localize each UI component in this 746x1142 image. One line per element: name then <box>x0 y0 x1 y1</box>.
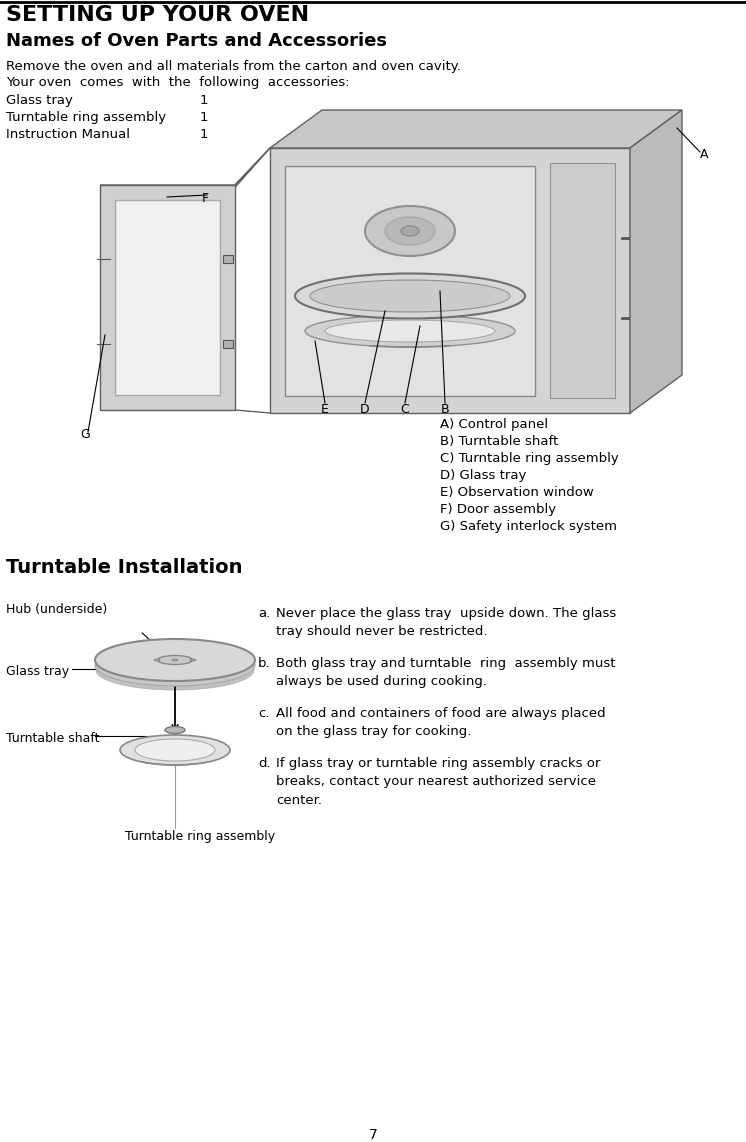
Ellipse shape <box>157 656 192 665</box>
Text: C) Turntable ring assembly: C) Turntable ring assembly <box>440 452 618 465</box>
Text: F) Door assembly: F) Door assembly <box>440 502 556 516</box>
Text: Never place the glass tray  upside down. The glass
tray should never be restrict: Never place the glass tray upside down. … <box>276 608 616 638</box>
Ellipse shape <box>154 659 160 661</box>
Bar <box>115 200 220 395</box>
Ellipse shape <box>365 206 455 256</box>
Text: b.: b. <box>258 657 271 670</box>
Ellipse shape <box>190 659 196 661</box>
Polygon shape <box>270 110 682 148</box>
Text: If glass tray or turntable ring assembly cracks or
breaks, contact your nearest : If glass tray or turntable ring assembly… <box>276 757 601 807</box>
Ellipse shape <box>295 273 525 319</box>
Ellipse shape <box>310 280 510 312</box>
Text: Names of Oven Parts and Accessories: Names of Oven Parts and Accessories <box>6 32 387 50</box>
Ellipse shape <box>135 739 215 761</box>
Text: Instruction Manual: Instruction Manual <box>6 128 130 140</box>
Bar <box>550 163 615 399</box>
Bar <box>100 185 235 410</box>
Text: G) Safety interlock system: G) Safety interlock system <box>440 520 617 533</box>
Polygon shape <box>630 110 682 413</box>
Text: A: A <box>700 148 709 161</box>
Ellipse shape <box>305 315 515 347</box>
Text: D: D <box>360 403 370 416</box>
Ellipse shape <box>385 217 435 246</box>
Text: B: B <box>441 403 449 416</box>
Ellipse shape <box>95 644 255 686</box>
Text: 7: 7 <box>369 1128 377 1142</box>
Bar <box>270 148 630 413</box>
Bar <box>285 166 535 396</box>
Text: Turntable ring assembly: Turntable ring assembly <box>6 111 166 124</box>
Text: Turntable Installation: Turntable Installation <box>6 558 242 577</box>
Text: Turntable ring assembly: Turntable ring assembly <box>125 830 275 843</box>
Text: 1: 1 <box>200 128 208 140</box>
Text: G: G <box>80 428 90 441</box>
Text: Glass tray: Glass tray <box>6 665 69 678</box>
Ellipse shape <box>172 659 178 661</box>
Text: D) Glass tray: D) Glass tray <box>440 469 527 482</box>
Text: Turntable shaft: Turntable shaft <box>6 732 99 745</box>
Text: a.: a. <box>258 608 270 620</box>
Text: C: C <box>401 403 410 416</box>
Text: Glass tray: Glass tray <box>6 94 73 107</box>
Text: Hub (underside): Hub (underside) <box>6 603 107 616</box>
Text: Both glass tray and turntable  ring  assembly must
always be used during cooking: Both glass tray and turntable ring assem… <box>276 657 615 689</box>
Ellipse shape <box>401 226 419 236</box>
Text: c.: c. <box>258 707 269 719</box>
Text: 1: 1 <box>200 94 208 107</box>
Ellipse shape <box>325 320 495 341</box>
Text: A) Control panel: A) Control panel <box>440 418 548 431</box>
Ellipse shape <box>165 726 185 733</box>
Text: 1: 1 <box>200 111 208 124</box>
Text: E: E <box>321 403 329 416</box>
Text: F: F <box>202 192 209 206</box>
Ellipse shape <box>95 640 255 681</box>
Text: All food and containers of food are always placed
on the glass tray for cooking.: All food and containers of food are alwa… <box>276 707 606 739</box>
Bar <box>223 340 233 348</box>
Text: Your oven  comes  with  the  following  accessories:: Your oven comes with the following acces… <box>6 77 350 89</box>
Ellipse shape <box>120 735 230 765</box>
Bar <box>223 255 233 263</box>
Ellipse shape <box>96 650 254 690</box>
Text: E) Observation window: E) Observation window <box>440 486 594 499</box>
Text: d.: d. <box>258 757 271 770</box>
Text: Remove the oven and all materials from the carton and oven cavity.: Remove the oven and all materials from t… <box>6 61 461 73</box>
Polygon shape <box>100 148 270 193</box>
Text: B) Turntable shaft: B) Turntable shaft <box>440 435 558 448</box>
Text: SETTING UP YOUR OVEN: SETTING UP YOUR OVEN <box>6 5 309 25</box>
